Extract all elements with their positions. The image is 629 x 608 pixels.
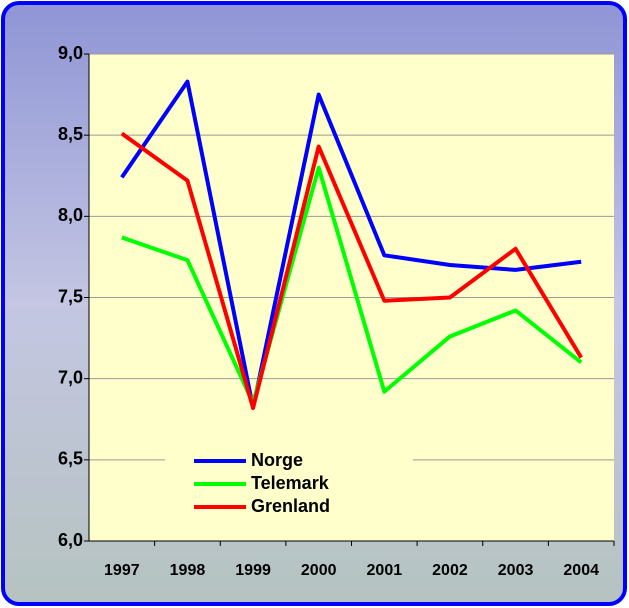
series-line	[121, 165, 583, 406]
series-line	[120, 131, 583, 410]
x-tick-label: 2002	[432, 562, 468, 579]
series-line	[120, 79, 582, 410]
y-tick-label: 7,5	[58, 286, 83, 306]
x-tick-label: 2000	[301, 562, 337, 579]
x-tick-label: 1998	[170, 562, 206, 579]
x-tick-label: 2003	[498, 562, 534, 579]
y-tick-label: 6,0	[58, 530, 83, 550]
x-tick-label: 1997	[104, 562, 140, 579]
x-tick-label: 1999	[235, 562, 271, 579]
y-tick-label: 8,5	[58, 124, 83, 144]
y-tick-label: 6,5	[58, 449, 83, 469]
y-tick-label: 8,0	[58, 205, 83, 225]
y-tick-label: 9,0	[58, 43, 83, 63]
x-tick-label: 2004	[563, 562, 599, 579]
legend-label: Norge	[251, 450, 303, 470]
y-tick-label: 7,0	[58, 367, 83, 387]
legend-label: Telemark	[251, 473, 330, 493]
legend-label: Grenland	[251, 496, 330, 516]
x-tick-label: 2001	[367, 562, 403, 579]
